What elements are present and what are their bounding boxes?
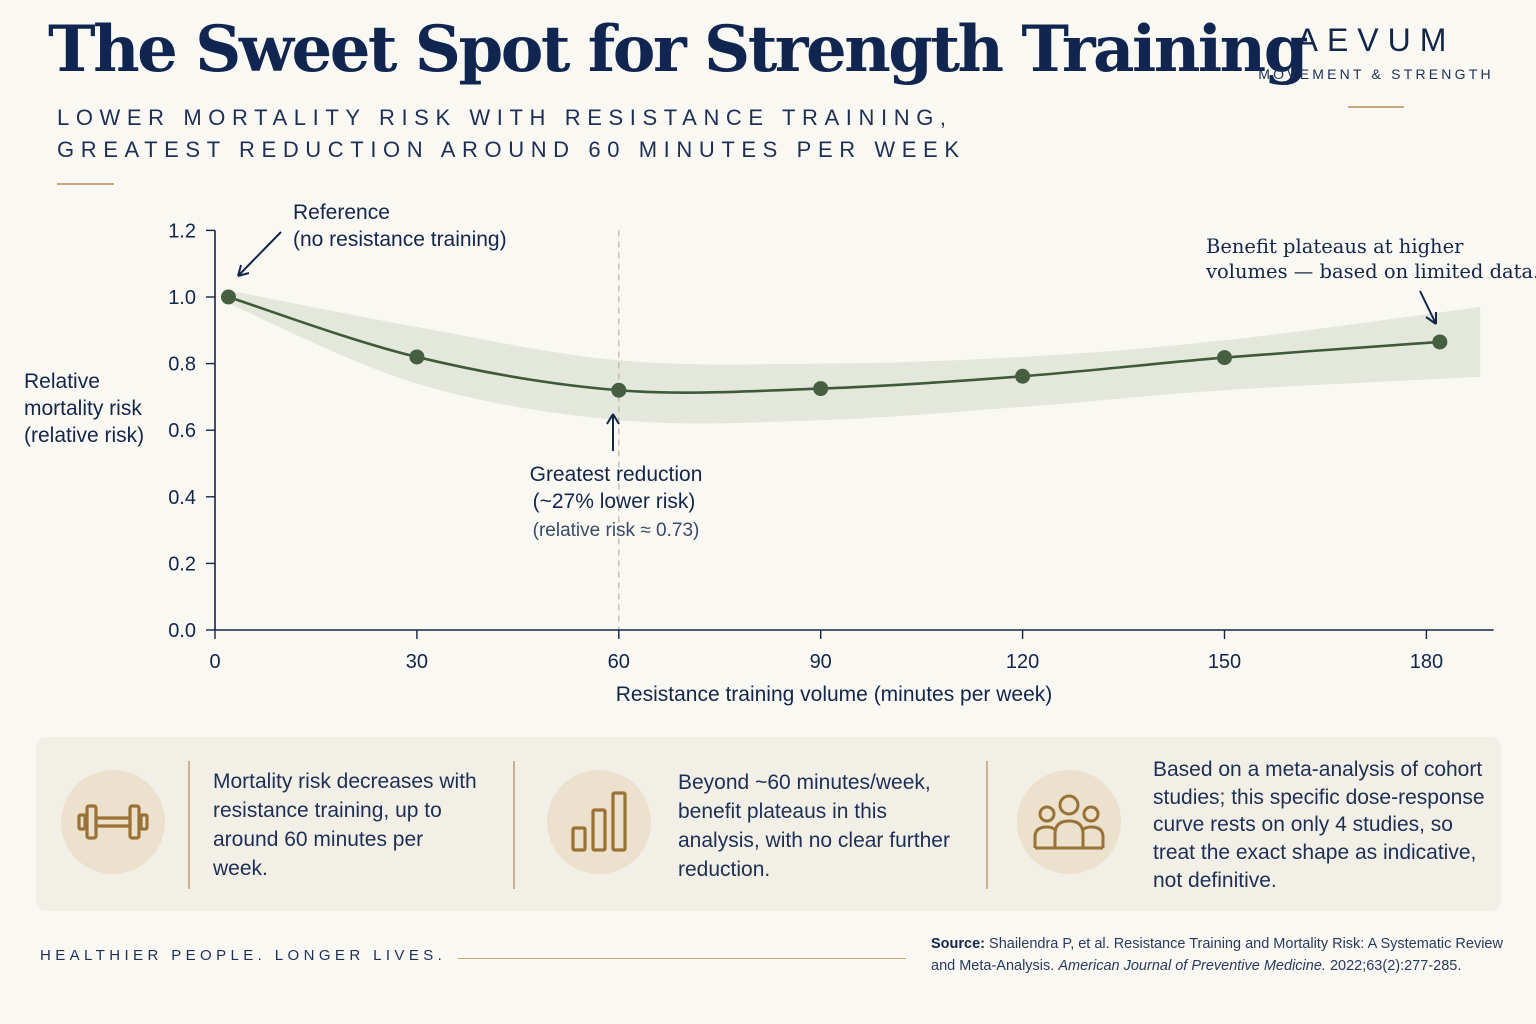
page-title: The Sweet Spot for Strength Training (48, 12, 1308, 87)
x-tick-label: 120 (1006, 651, 1039, 673)
subtitle-line-2: GREATEST REDUCTION AROUND 60 MINUTES PER… (57, 137, 966, 162)
info-divider-2 (513, 761, 515, 889)
info-text-3: Based on a meta-analysis of cohort studi… (1153, 758, 1485, 892)
people-group-icon (1033, 794, 1105, 850)
plateau-annotation-line-2: volumes — based on limited data. (1205, 260, 1536, 283)
brand-logo: AEVUM (1296, 22, 1456, 58)
data-point-4 (1015, 368, 1031, 384)
data-point-2 (611, 382, 627, 398)
y-tick-label: 0.6 (168, 420, 196, 442)
bar-chart-icon (571, 791, 627, 852)
reference-arrow (237, 231, 282, 277)
info-icon-circle-2 (547, 770, 651, 874)
footer-tagline: HEALTHIER PEOPLE. LONGER LIVES. (40, 947, 447, 964)
source-label: Source: (931, 936, 985, 952)
x-tick-label: 90 (810, 651, 832, 673)
ylabel-line-1: Relative (24, 370, 100, 393)
info-icon-circle-3 (1017, 770, 1121, 874)
info-icon-circle-1 (61, 770, 165, 874)
x-tick-label: 180 (1410, 651, 1443, 673)
greatest-annotation-line-1: Greatest reduction (530, 463, 703, 486)
reference-annotation-line-2: (no resistance training) (293, 228, 507, 251)
data-point-1 (409, 349, 425, 365)
plateau-arrow (1419, 290, 1437, 325)
info-text-2: Beyond ~60 minutes/week, benefit plateau… (678, 771, 950, 881)
ylabel-line-2: mortality risk (24, 397, 142, 420)
data-point-0 (220, 289, 236, 305)
xlabel: Resistance training volume (minutes per … (616, 683, 1053, 706)
footer-rule (458, 958, 906, 959)
info-divider-3 (986, 761, 988, 889)
x-tick-label: 0 (209, 651, 220, 673)
source-citation: Source: Shailendra P, et al. Resistance … (931, 933, 1521, 977)
info-text-1: Mortality risk decreases with resistance… (213, 770, 477, 880)
data-point-5 (1217, 350, 1232, 366)
title-divider (57, 183, 114, 185)
subtitle-line-1: LOWER MORTALITY RISK WITH RESISTANCE TRA… (57, 105, 953, 130)
data-point-6 (1432, 334, 1448, 350)
brand-tagline: MOVEMENT & STRENGTH (1258, 66, 1494, 82)
x-tick-label: 150 (1208, 651, 1241, 673)
reference-annotation-line-1: Reference (293, 201, 390, 224)
x-tick-label: 30 (406, 651, 428, 673)
plateau-annotation-line-1: Benefit plateaus at higher (1206, 235, 1464, 258)
y-tick-label: 0.0 (168, 620, 196, 642)
source-text: Shailendra P, et al. Resistance Training… (931, 936, 1503, 974)
source-journal: American Journal of Preventive Medicine. (1058, 958, 1326, 974)
info-panel: Mortality risk decreases with resistance… (36, 737, 1501, 911)
source-citation-detail: 2022;63(2):277-285. (1329, 958, 1462, 974)
y-tick-label: 0.4 (168, 487, 196, 509)
x-tick-label: 60 (608, 651, 630, 673)
brand-divider (1348, 106, 1404, 108)
dumbbell-icon (77, 804, 149, 840)
y-tick-label: 0.8 (168, 354, 196, 376)
info-divider-1 (188, 761, 190, 889)
confidence-band (228, 290, 1481, 424)
risk-chart: 0.0 0.2 0.4 0.6 0.8 1.0 1.2 0 30 60 90 120 150 180 Re… (24, 201, 1536, 706)
page-subtitle: LOWER MORTALITY RISK WITH RESISTANCE TRA… (57, 102, 1057, 166)
y-tick-label: 1.2 (168, 220, 196, 242)
y-tick-label: 1.0 (168, 287, 196, 309)
ylabel-line-3: (relative risk) (24, 424, 144, 447)
greatest-annotation-line-2: (~27% lower risk) (533, 490, 696, 513)
greatest-arrow (606, 413, 620, 451)
data-point-3 (813, 381, 829, 397)
y-tick-label: 0.2 (168, 553, 196, 575)
greatest-annotation-note: (relative risk ≈ 0.73) (533, 520, 700, 541)
